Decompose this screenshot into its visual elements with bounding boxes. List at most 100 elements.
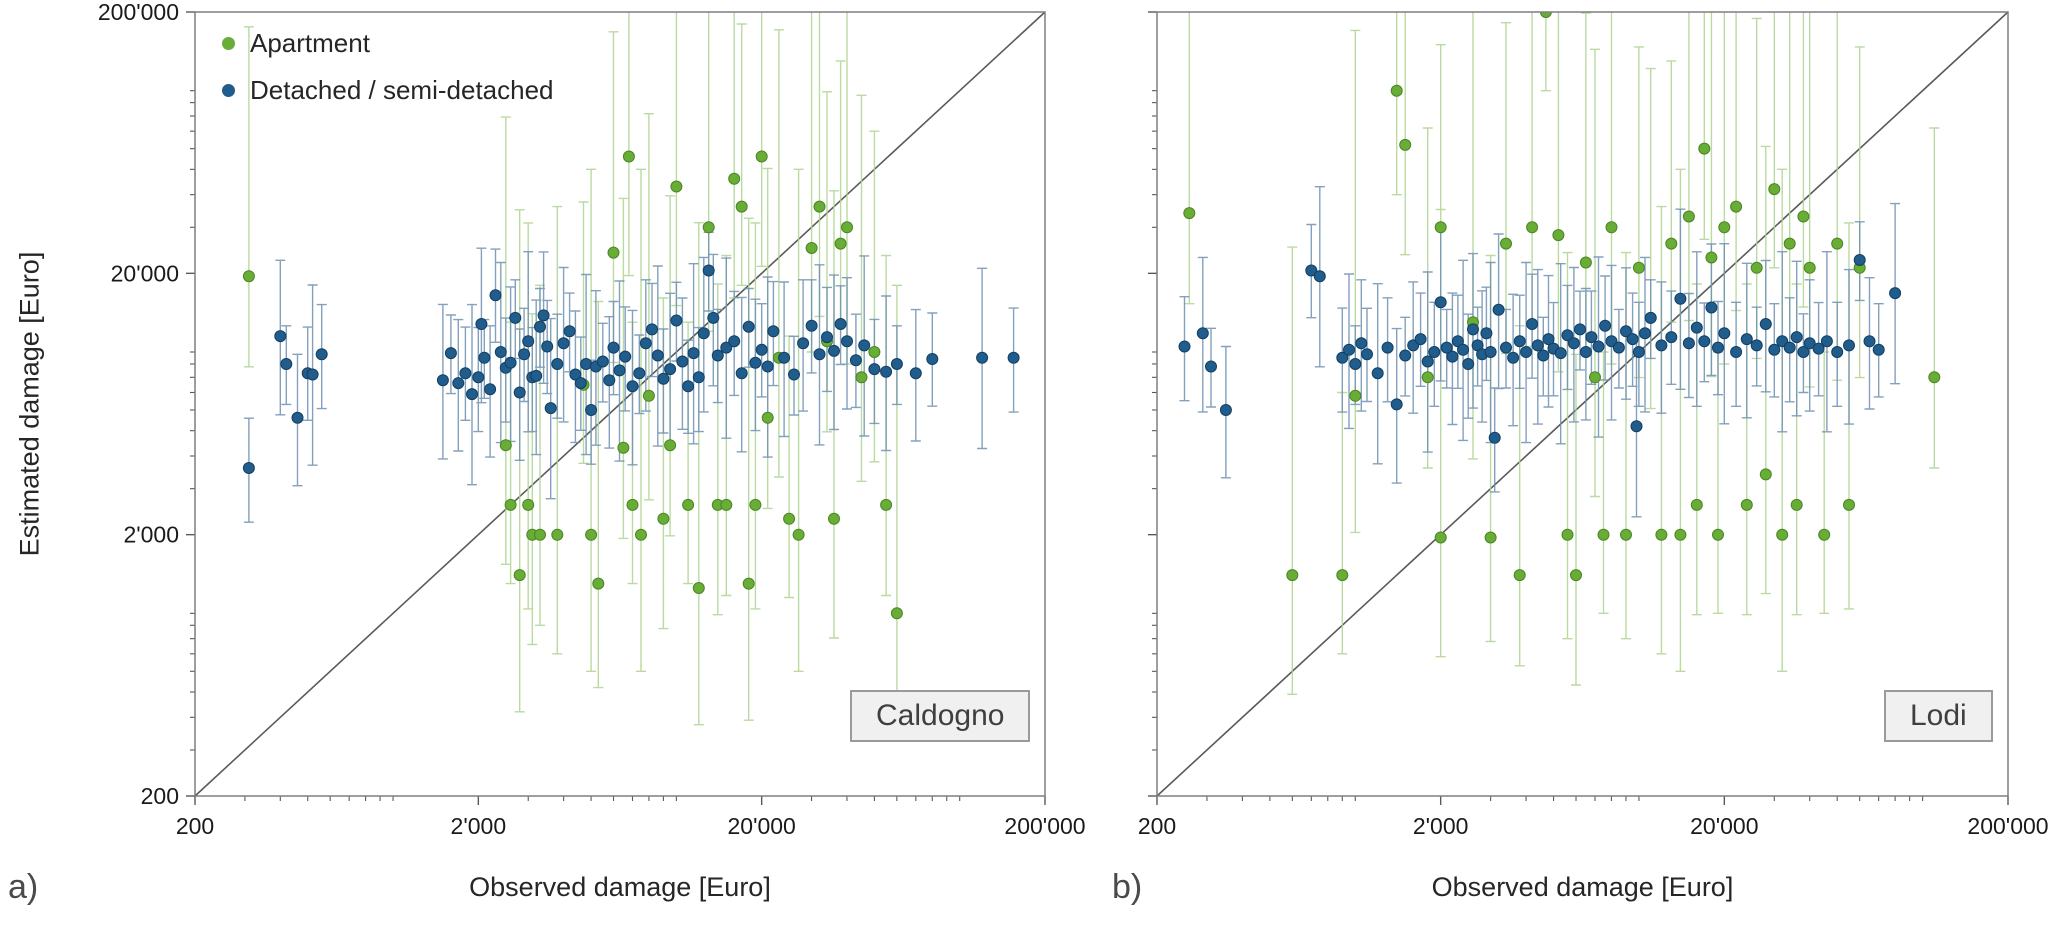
data-point — [518, 348, 531, 361]
data-point — [1783, 237, 1796, 250]
data-point — [522, 335, 535, 348]
data-point — [1592, 340, 1605, 353]
data-point — [1539, 12, 1552, 18]
data-point — [651, 349, 664, 362]
x-tick-label: 200 — [176, 813, 214, 839]
data-point — [306, 368, 319, 381]
data-point — [585, 404, 598, 416]
data-point — [1361, 348, 1373, 361]
data-point — [707, 311, 720, 324]
legend-label-detached: Detached / semi-detached — [250, 75, 554, 105]
data-point — [513, 569, 526, 582]
data-point — [635, 528, 647, 541]
tick-labels: 200 200 2'000 2'000 20'000 20'000 200'000 200'0… — [98, 0, 1086, 839]
data-point — [1552, 229, 1565, 242]
data-point — [697, 327, 710, 340]
data-point — [664, 439, 677, 452]
data-point — [1632, 346, 1645, 358]
legend-item-apartment: Apartment — [222, 28, 554, 59]
data-point — [682, 498, 695, 511]
data-point — [280, 358, 293, 370]
data-point — [617, 441, 630, 454]
data-point — [1414, 333, 1427, 346]
data-point — [1682, 337, 1695, 350]
data-point — [761, 411, 774, 424]
data-point — [1928, 371, 1941, 384]
data-point — [646, 323, 658, 336]
data-point — [1399, 138, 1412, 151]
y-tick-label: 2'000 — [123, 522, 179, 548]
data-point — [563, 325, 576, 338]
data-point — [619, 350, 632, 363]
data-point — [828, 512, 840, 525]
x-tick-label: 20'000 — [1690, 813, 1758, 839]
data-point — [805, 319, 818, 332]
data-point — [242, 462, 255, 474]
data-point — [1467, 323, 1479, 336]
data-point — [1690, 498, 1703, 511]
data-point — [1513, 569, 1526, 582]
axis-ticks — [186, 11, 1046, 805]
data-point — [1889, 287, 1902, 300]
data-point — [692, 582, 705, 594]
data-layer — [242, 12, 1020, 734]
data-point — [1740, 498, 1753, 511]
data-point — [1480, 327, 1493, 340]
data-point — [1632, 261, 1645, 274]
data-point — [569, 368, 582, 381]
data-point — [1007, 351, 1020, 364]
data-point — [557, 337, 570, 350]
data-point — [755, 150, 768, 163]
data-point — [664, 363, 677, 376]
data-point — [1196, 327, 1209, 340]
data-point — [735, 367, 748, 380]
data-point — [1381, 341, 1394, 354]
data-point — [728, 335, 741, 348]
data-point — [489, 289, 502, 302]
data-point — [1783, 341, 1796, 354]
data-point — [1682, 210, 1695, 223]
data-point — [1286, 569, 1299, 582]
data-point — [1831, 346, 1844, 358]
data-point — [1500, 237, 1512, 250]
data-point — [1674, 528, 1687, 541]
data-point — [1526, 221, 1539, 234]
x-tick-label: 200'000 — [1004, 813, 1085, 839]
data-point — [841, 335, 853, 348]
data-point — [1336, 351, 1349, 364]
data-point — [1462, 358, 1475, 370]
data-point — [788, 368, 800, 381]
data-point — [459, 367, 472, 380]
data-point — [742, 320, 755, 333]
detached-points — [242, 264, 1020, 474]
data-point — [834, 318, 847, 330]
data-point — [504, 356, 517, 369]
legend: Apartment Detached / semi-detached — [222, 28, 554, 106]
data-point — [1803, 337, 1816, 350]
data-point — [1843, 339, 1855, 352]
data-point — [444, 347, 457, 360]
data-point — [1740, 333, 1753, 346]
data-point — [1803, 261, 1816, 274]
data-point — [868, 346, 881, 358]
data-point — [890, 607, 903, 620]
x-tick-label: 2'000 — [1413, 813, 1469, 839]
data-point — [657, 372, 670, 385]
data-point — [767, 325, 780, 338]
data-point — [1655, 339, 1668, 352]
plot-frame — [1156, 11, 2009, 797]
data-point — [513, 386, 526, 399]
data-point — [1863, 335, 1876, 348]
apartment-points — [1183, 12, 1941, 582]
data-point — [1674, 292, 1687, 305]
apartment-points — [242, 150, 903, 620]
panel-caldogno: 200 200 2'000 2'000 20'000 20'000 200'000 200'0… — [98, 0, 1086, 839]
data-point — [841, 221, 853, 234]
data-point — [475, 318, 488, 330]
data-point — [551, 358, 564, 370]
data-point — [1446, 350, 1459, 363]
data-point — [1818, 528, 1831, 541]
tick-labels: 200 2'000 20'000 200'000 — [1138, 813, 2049, 839]
data-point — [1336, 569, 1349, 582]
data-point — [692, 371, 705, 384]
